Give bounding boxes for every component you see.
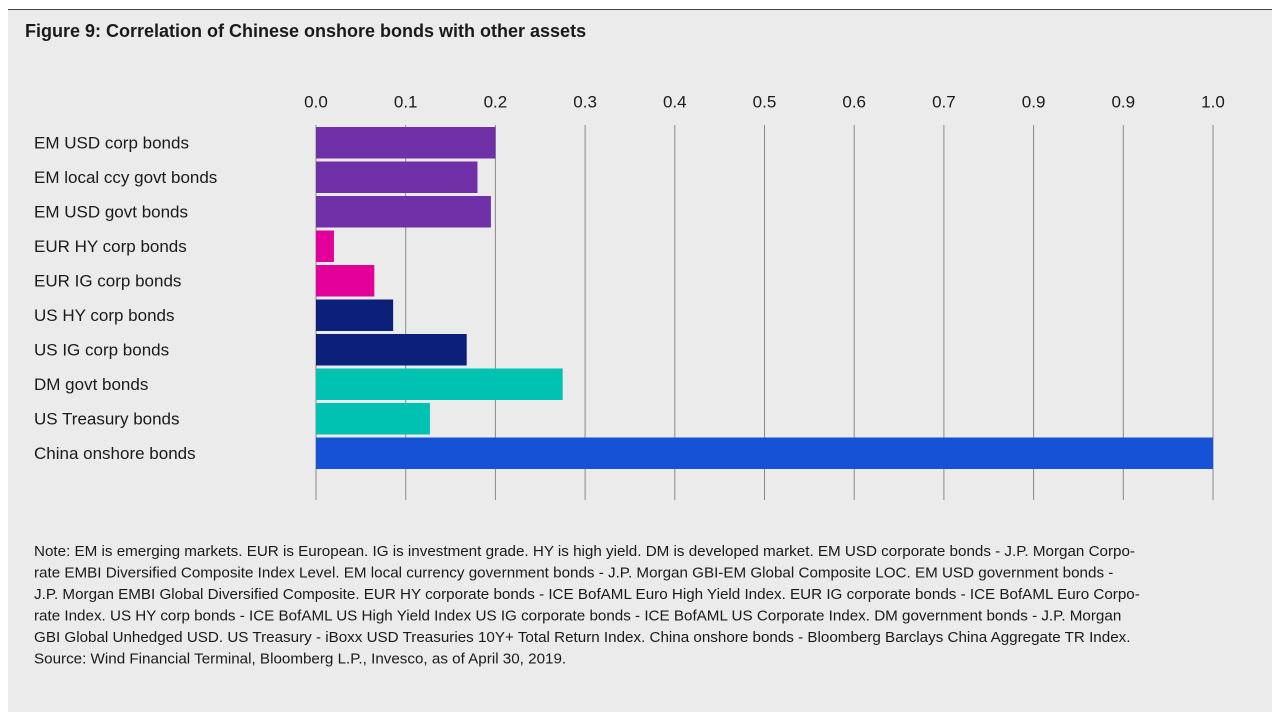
bar (316, 334, 467, 366)
x-tick-label: 0.5 (753, 92, 777, 111)
x-tick-label: 0.9 (1022, 92, 1046, 111)
x-tick-label: 0.4 (663, 92, 687, 111)
y-tick-label: EM USD corp bonds (34, 133, 189, 152)
bar (316, 161, 478, 193)
note-line: Note: EM is emerging markets. EUR is Eur… (34, 543, 1135, 560)
y-tick-label: US Treasury bonds (34, 409, 180, 428)
bar (316, 196, 491, 228)
bar (316, 403, 430, 435)
x-tick-label: 1.0 (1201, 92, 1225, 111)
y-tick-label: US IG corp bonds (34, 340, 169, 359)
y-tick-label: EM local ccy govt bonds (34, 168, 217, 187)
bar (316, 299, 394, 331)
note-line: rate EMBI Diversified Composite Index Le… (34, 565, 1113, 582)
x-tick-label: 0.9 (1111, 92, 1135, 111)
x-tick-label: 0.0 (304, 92, 328, 111)
note-line: J.P. Morgan EMBI Global Diversified Comp… (34, 586, 1140, 603)
x-tick-label: 0.1 (394, 92, 418, 111)
x-tick-label: 0.6 (842, 92, 866, 111)
y-tick-label: DM govt bonds (34, 375, 148, 394)
x-tick-label: 0.3 (573, 92, 597, 111)
bar (316, 368, 563, 400)
y-tick-label: EUR HY corp bonds (34, 237, 187, 256)
bar (316, 127, 496, 159)
bar (316, 265, 375, 297)
bar (316, 230, 334, 262)
chart-title: Figure 9: Correlation of Chinese onshore… (25, 21, 586, 41)
x-tick-label: 0.2 (484, 92, 508, 111)
note-line: rate Index. US HY corp bonds - ICE BofAM… (34, 608, 1121, 625)
y-tick-label: China onshore bonds (34, 444, 196, 463)
y-tick-label: EUR IG corp bonds (34, 271, 181, 290)
bar (316, 437, 1213, 469)
y-tick-label: US HY corp bonds (34, 306, 174, 325)
x-tick-label: 0.7 (932, 92, 956, 111)
note-line: GBI Global Unhedged USD. US Treasury - i… (34, 629, 1130, 646)
panel (8, 10, 1272, 712)
y-tick-label: EM USD govt bonds (34, 202, 188, 221)
note-line: Source: Wind Financial Terminal, Bloombe… (34, 651, 566, 668)
